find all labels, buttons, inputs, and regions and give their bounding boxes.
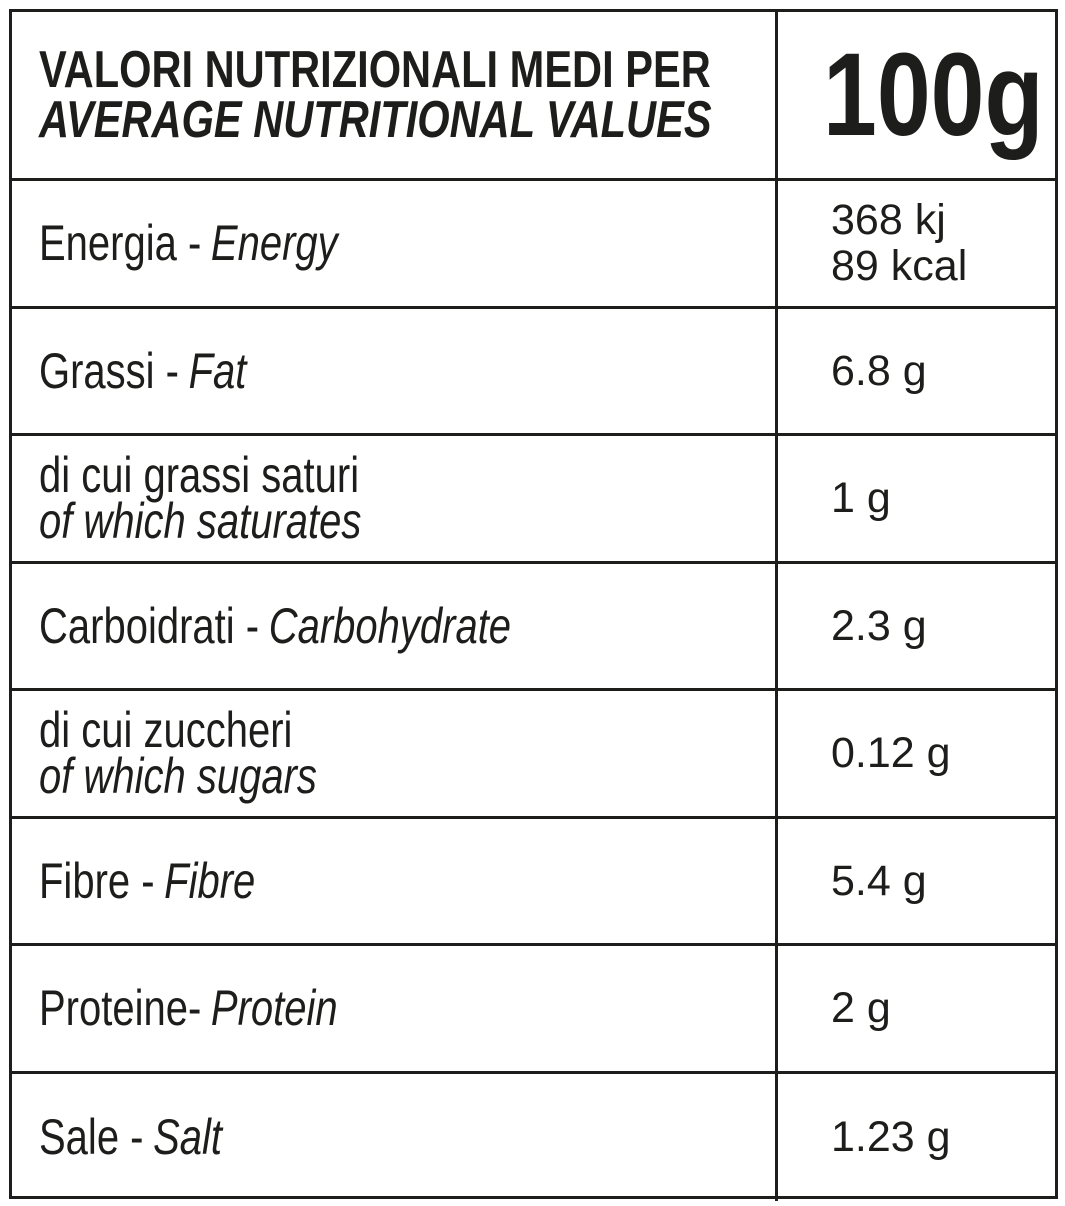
header-value: 100g [823, 29, 1044, 161]
label-text: di cui grassi saturi of which saturates [39, 447, 362, 550]
header-line: AVERAGE NUTRITIONAL VALUES [39, 91, 712, 149]
nutrient-label: Energia - Energy [12, 181, 778, 306]
value-line: 5.4 g [831, 856, 927, 905]
nutrient-label: Carboidrati - Carbohydrate [12, 563, 778, 688]
nutrient-label: Fibre - Fibre [12, 818, 778, 943]
label-english: Energy [210, 215, 338, 272]
nutrient-value: 5.4 g [781, 819, 1055, 944]
header-row: VALORI NUTRIZIONALI MEDI PER AVERAGE NUTR… [12, 12, 1055, 181]
label-italian: di cui grassi saturi [39, 447, 360, 504]
label-english: Salt [153, 1109, 223, 1166]
nutrient-row: Carboidrati - Carbohydrate 2.3 g [12, 563, 1055, 691]
nutrient-value: 6.8 g [781, 309, 1055, 434]
nutrition-table: VALORI NUTRIZIONALI MEDI PER AVERAGE NUTR… [9, 9, 1058, 1202]
value-line: 1.23 g [831, 1113, 951, 1162]
label-english: of which saturates [39, 493, 362, 550]
label-text: di cui zuccheri of which sugars [39, 702, 317, 805]
nutrient-value: 2 g [781, 946, 1055, 1071]
label-text: Carboidrati - Carbohydrate [39, 601, 511, 651]
label-italian: Grassi - [39, 342, 179, 399]
value-line: 6.8 g [831, 346, 927, 395]
label-text: Grassi - Fat [39, 346, 246, 396]
label-text: Fibre - Fibre [39, 856, 255, 906]
header-value-cell: 100g [781, 12, 1055, 178]
value-line: 1 g [831, 474, 891, 523]
label-english: Fibre [164, 852, 256, 909]
nutrient-row: Sale - Salt 1.23 g [12, 1073, 1055, 1202]
value-line: 2.3 g [831, 601, 927, 650]
header-title: VALORI NUTRIZIONALI MEDI PER AVERAGE NUTR… [39, 41, 712, 149]
label-english: of which sugars [39, 748, 317, 805]
nutrient-row: Energia - Energy 368 kj 89 kcal [12, 181, 1055, 309]
nutrient-row: di cui grassi saturi of which saturates 1 … [12, 436, 1055, 564]
label-italian: di cui zuccheri [39, 702, 293, 759]
nutrient-label: Sale - Salt [12, 1073, 778, 1201]
label-english: Protein [210, 980, 338, 1037]
label-text: Proteine- Protein [39, 983, 338, 1033]
nutrient-label: Proteine- Protein [12, 946, 778, 1071]
label-italian: Fibre - [39, 852, 155, 909]
label-english: Carbohydrate [268, 597, 512, 654]
nutrient-row: Grassi - Fat 6.8 g [12, 308, 1055, 436]
value-line: 0.12 g [831, 729, 951, 778]
header-line: VALORI NUTRIZIONALI MEDI PER [39, 41, 711, 99]
value-line: 89 kcal [831, 242, 968, 291]
nutrient-label: Grassi - Fat [12, 308, 778, 433]
nutrient-value: 1 g [781, 436, 1055, 561]
label-text: Energia - Energy [39, 218, 338, 268]
nutrient-label: di cui zuccheri of which sugars [12, 691, 778, 816]
header-label: VALORI NUTRIZIONALI MEDI PER AVERAGE NUTR… [12, 12, 778, 178]
nutrient-value: 368 kj 89 kcal [781, 181, 1055, 306]
nutrient-value: 1.23 g [781, 1074, 1055, 1202]
label-text: Sale - Salt [39, 1112, 222, 1162]
value-line: 368 kj [831, 196, 946, 245]
label-italian: Proteine- [39, 980, 202, 1037]
label-italian: Energia - [39, 215, 202, 272]
label-english: Fat [188, 342, 247, 399]
nutrient-row: Fibre - Fibre 5.4 g [12, 818, 1055, 946]
value-line: 2 g [831, 984, 891, 1033]
nutrient-label: di cui grassi saturi of which saturates [12, 436, 778, 561]
nutrient-row: Proteine- Protein 2 g [12, 946, 1055, 1074]
label-italian: Carboidrati - [39, 597, 260, 654]
nutrient-row: di cui zuccheri of which sugars 0.12 g [12, 691, 1055, 819]
nutrient-value: 0.12 g [781, 691, 1055, 816]
nutrient-value: 2.3 g [781, 564, 1055, 689]
label-italian: Sale - [39, 1109, 144, 1166]
